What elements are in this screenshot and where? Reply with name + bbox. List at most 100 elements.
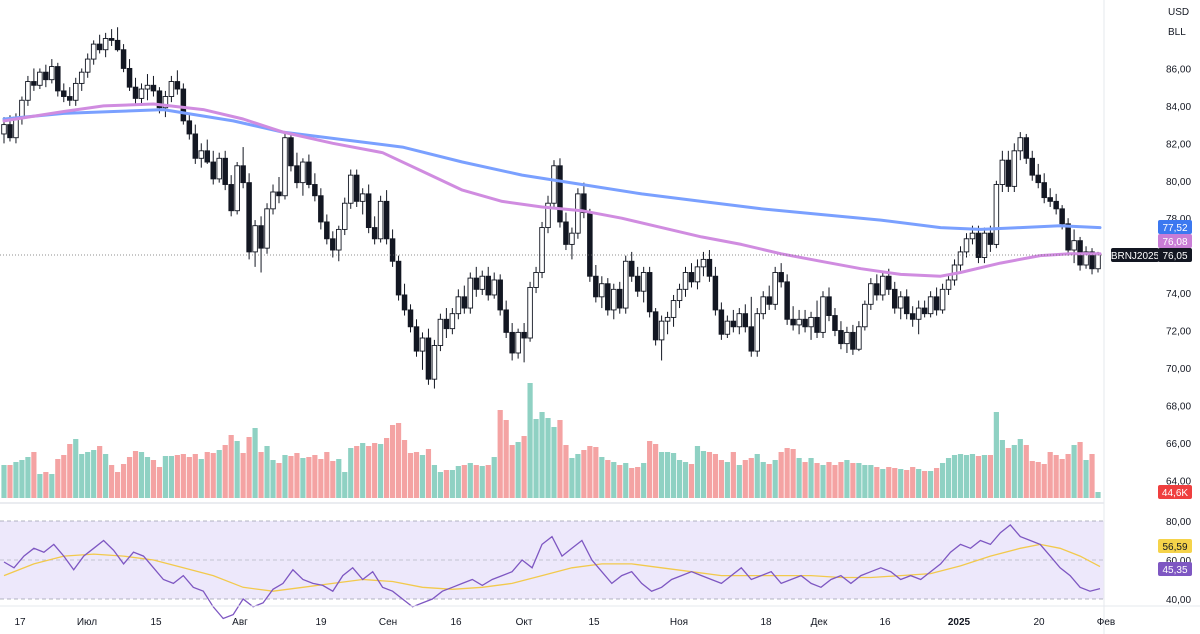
candle-body <box>1005 159 1012 187</box>
candle-body <box>491 279 497 296</box>
volume-bar <box>1011 445 1017 498</box>
volume-bar <box>766 464 772 498</box>
candle-body <box>688 272 695 283</box>
candle-body <box>342 202 348 230</box>
candle-body <box>473 277 480 290</box>
candle-body <box>365 193 372 229</box>
volume-bar <box>114 472 121 498</box>
time-tick-label: Июл <box>77 617 97 628</box>
volume-bar <box>933 468 940 498</box>
time-tick-label: Дек <box>811 617 828 628</box>
price-tick-label: 70,00 <box>1166 364 1191 375</box>
candle-body <box>664 316 671 322</box>
volume-bar <box>1089 454 1095 498</box>
volume-bar <box>605 460 611 498</box>
volume-bar <box>928 471 934 498</box>
candle-body <box>395 260 402 296</box>
price-tick-label: 80,00 <box>1166 177 1191 188</box>
candle-body <box>676 288 683 302</box>
candle-body <box>102 38 109 51</box>
candle-body <box>19 99 25 118</box>
volume-bar <box>336 459 342 498</box>
volume-bar <box>443 470 449 498</box>
candle-body <box>258 225 264 249</box>
candle-body <box>25 81 31 101</box>
candle-body <box>1029 157 1035 176</box>
volume-bar <box>814 463 820 498</box>
candle-body <box>264 208 270 249</box>
candle-body <box>479 275 486 290</box>
volume-bar <box>581 450 587 498</box>
candle-body <box>509 331 515 354</box>
candle-body <box>192 133 199 159</box>
ma-line-ma_fast <box>2 102 1102 278</box>
candle-body <box>850 331 856 350</box>
volume-bar <box>880 469 886 498</box>
candle-body <box>401 294 408 311</box>
time-tick-label: Сен <box>379 617 397 628</box>
candle-body <box>467 277 474 309</box>
candle-body <box>383 200 390 240</box>
volume-bar <box>1029 461 1035 498</box>
volume-bar <box>378 444 384 498</box>
candle-body <box>868 283 874 305</box>
volume-bar <box>174 455 180 498</box>
candle-body <box>485 275 491 296</box>
volume-bar <box>222 445 228 498</box>
volume-bar <box>575 454 581 498</box>
candle-body <box>1071 240 1077 251</box>
volume-bar <box>138 452 145 498</box>
volume-bar <box>300 458 306 498</box>
candle-body <box>712 275 719 311</box>
time-tick-label: 16 <box>879 617 891 628</box>
candle-body <box>336 228 342 251</box>
volume-bar <box>330 461 336 498</box>
candle-body <box>49 66 55 81</box>
candle-body <box>186 120 193 135</box>
time-tick-label: 15 <box>588 617 600 628</box>
volume-bar <box>503 420 509 498</box>
candle-body <box>808 316 814 328</box>
volume-bar <box>539 412 545 498</box>
volume-bar <box>957 454 964 498</box>
volume-bar <box>126 457 133 498</box>
candle-body <box>150 84 157 92</box>
candle-body <box>461 296 468 309</box>
volume-bar <box>234 441 240 498</box>
candle-body <box>880 275 886 296</box>
volume-bar <box>288 456 294 498</box>
volume-bar <box>832 465 838 498</box>
volume-bar <box>49 474 55 498</box>
volume-bar <box>700 451 707 498</box>
candle-body <box>252 225 258 253</box>
candle-body <box>353 174 360 202</box>
candle-body <box>371 227 378 240</box>
last-price-badge: 76,05 <box>1158 248 1192 262</box>
time-tick-label: Окт <box>516 617 533 628</box>
candle-body <box>652 311 659 341</box>
rsi-tick-label: 60,00 <box>1166 556 1191 567</box>
candle-body <box>622 260 629 309</box>
volume-bar <box>61 455 67 498</box>
volume-bar <box>659 452 665 498</box>
volume-bar <box>557 420 563 498</box>
candle-body <box>31 81 37 86</box>
candle-body <box>449 313 456 330</box>
volume-bar <box>348 448 354 498</box>
candle-body <box>891 288 898 309</box>
volume-bar <box>1095 492 1101 498</box>
price-tick-label: 74,00 <box>1166 289 1191 300</box>
volume-bar <box>389 425 396 498</box>
volume-bar <box>156 467 163 498</box>
currency-label: USD BLL <box>1168 7 1189 38</box>
candle-body <box>359 193 366 202</box>
candle-body <box>240 165 246 184</box>
volume-bar <box>551 427 557 498</box>
candle-body <box>270 191 276 210</box>
candle-body <box>61 90 67 97</box>
time-tick-label: Фев <box>1097 617 1115 628</box>
volume-bar <box>635 467 641 498</box>
volume-bar <box>796 458 802 498</box>
volume-badge-text: 44,6K <box>1162 488 1188 499</box>
